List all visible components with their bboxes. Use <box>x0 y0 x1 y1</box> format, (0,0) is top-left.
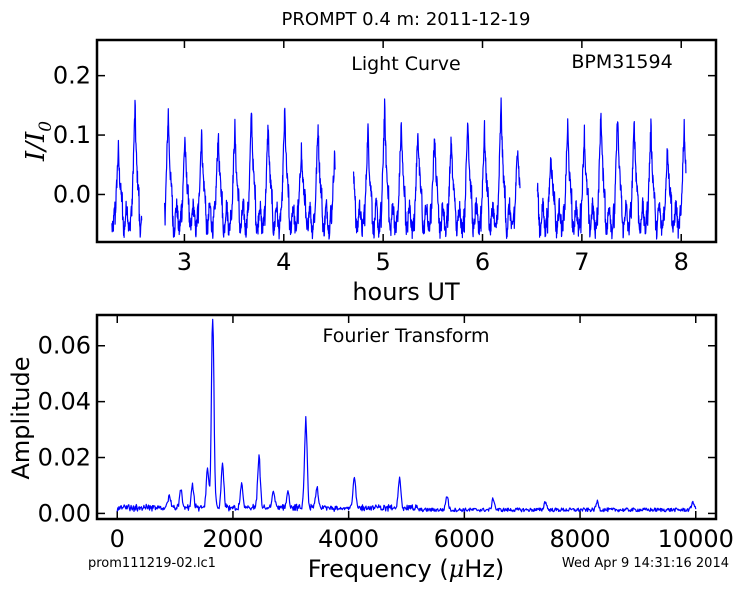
fourier-frame <box>95 313 718 521</box>
fourier-panel: 0 2000 4000 6000 8000 10000 0.00 0.02 0.04 0.06 F… <box>7 313 734 583</box>
fourier-ticks: 0 2000 4000 6000 8000 10000 0.00 0.02 0.04 0.06 <box>38 315 734 553</box>
light-curve-title: Light Curve <box>351 53 461 75</box>
fourier-xlabel-unit: μ <box>449 555 465 583</box>
figure-title: PROMPT 0.4 m: 2011-12-19 <box>282 9 531 30</box>
xtick-label: 8 <box>674 248 689 276</box>
xtick-label: 0 <box>110 525 125 553</box>
xtick-label: 7 <box>574 248 589 276</box>
footer-timestamp: Wed Apr 9 14:31:16 2014 <box>562 556 729 571</box>
xtick-label: 4000 <box>318 525 379 553</box>
footer-filename: prom111219-02.lc1 <box>88 556 216 571</box>
light-curve-panel: 3 4 5 6 7 8 0.0 0.1 0.2 Light Curve BPM31594 hou… <box>21 38 718 306</box>
xtick-label: 6000 <box>434 525 495 553</box>
light-curve-ylabel-sub: 0 <box>36 121 56 132</box>
light-curve-ticks: 3 4 5 6 7 8 0.0 0.1 0.2 <box>53 40 716 276</box>
light-curve-xlabel: hours UT <box>352 278 460 306</box>
light-curve-frame <box>95 38 718 244</box>
light-curve-ylabel: I/I0 <box>21 121 56 162</box>
ytick-label: 0.04 <box>38 388 91 416</box>
xtick-label: 6 <box>475 248 490 276</box>
fourier-title: Fourier Transform <box>322 325 489 347</box>
xtick-label: 2000 <box>202 525 263 553</box>
xtick-label: 3 <box>177 248 192 276</box>
fourier-xlabel: Frequency (μHz) <box>308 555 505 583</box>
ytick-label: 0.00 <box>38 499 91 527</box>
xtick-label: 8000 <box>550 525 611 553</box>
fourier-xlabel-suffix: Hz) <box>464 555 504 583</box>
fourier-ylabel: Amplitude <box>7 357 35 480</box>
light-curve-ylabel-main: I/I <box>21 131 51 162</box>
light-curve-annotation: BPM31594 <box>571 51 672 73</box>
fourier-line <box>116 318 697 513</box>
ytick-label: 0.2 <box>53 62 91 90</box>
fourier-xlabel-prefix: Frequency ( <box>308 555 449 583</box>
xtick-label: 10000 <box>658 525 734 553</box>
ytick-label: 0.0 <box>53 180 91 208</box>
light-curve-line <box>111 97 687 240</box>
svg-text:I/I0: I/I0 <box>21 121 56 162</box>
xtick-label: 4 <box>276 248 291 276</box>
ytick-label: 0.1 <box>53 121 91 149</box>
xtick-label: 5 <box>376 248 391 276</box>
ytick-label: 0.02 <box>38 444 91 472</box>
ytick-label: 0.06 <box>38 332 91 360</box>
